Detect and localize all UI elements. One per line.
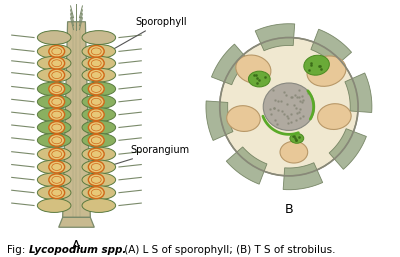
Polygon shape [311, 29, 352, 67]
Ellipse shape [49, 161, 65, 173]
Ellipse shape [82, 186, 116, 200]
Ellipse shape [82, 199, 116, 213]
Ellipse shape [280, 141, 308, 163]
Ellipse shape [82, 31, 116, 44]
Ellipse shape [49, 83, 65, 95]
Ellipse shape [37, 56, 71, 70]
Ellipse shape [37, 95, 71, 109]
Ellipse shape [88, 96, 104, 108]
Ellipse shape [49, 96, 65, 108]
Polygon shape [226, 147, 267, 184]
Ellipse shape [49, 45, 65, 57]
Text: Fig:: Fig: [7, 245, 29, 255]
Ellipse shape [82, 68, 116, 82]
Text: B: B [285, 203, 293, 216]
Text: A: A [72, 239, 81, 252]
FancyArrow shape [285, 95, 293, 107]
Ellipse shape [263, 83, 315, 130]
FancyArrow shape [289, 103, 301, 111]
Ellipse shape [37, 147, 71, 161]
Ellipse shape [49, 148, 65, 160]
Ellipse shape [37, 121, 71, 134]
Ellipse shape [49, 122, 65, 133]
Ellipse shape [37, 173, 71, 187]
Ellipse shape [82, 147, 116, 161]
Ellipse shape [82, 121, 116, 134]
Ellipse shape [88, 174, 104, 186]
Ellipse shape [227, 106, 260, 131]
Ellipse shape [37, 186, 71, 200]
Ellipse shape [37, 68, 71, 82]
Ellipse shape [88, 57, 104, 69]
Ellipse shape [49, 187, 65, 199]
Text: Sporophyll: Sporophyll [106, 17, 188, 53]
Ellipse shape [37, 199, 71, 213]
Ellipse shape [37, 160, 71, 174]
Ellipse shape [318, 104, 351, 130]
Polygon shape [283, 163, 323, 190]
Ellipse shape [88, 161, 104, 173]
Ellipse shape [82, 44, 116, 58]
Polygon shape [59, 217, 94, 227]
Ellipse shape [290, 133, 304, 143]
Ellipse shape [82, 173, 116, 187]
FancyArrow shape [277, 103, 289, 111]
Polygon shape [345, 73, 372, 113]
Polygon shape [63, 22, 90, 217]
Ellipse shape [88, 45, 104, 57]
Ellipse shape [88, 69, 104, 81]
Ellipse shape [49, 69, 65, 81]
FancyArrow shape [285, 107, 293, 118]
Ellipse shape [82, 56, 116, 70]
Ellipse shape [37, 44, 71, 58]
Circle shape [220, 38, 358, 176]
Ellipse shape [88, 83, 104, 95]
Text: (A) L S of sporophyll; (B) T S of strobilus.: (A) L S of sporophyll; (B) T S of strobi… [121, 245, 336, 255]
Ellipse shape [82, 95, 116, 109]
Ellipse shape [82, 160, 116, 174]
Text: Sporangium: Sporangium [99, 145, 190, 169]
Ellipse shape [49, 134, 65, 146]
Ellipse shape [49, 109, 65, 121]
Polygon shape [255, 24, 295, 51]
Ellipse shape [82, 108, 116, 122]
Ellipse shape [88, 109, 104, 121]
Polygon shape [329, 129, 366, 169]
Ellipse shape [82, 133, 116, 147]
Ellipse shape [236, 55, 271, 83]
Ellipse shape [88, 134, 104, 146]
Ellipse shape [88, 187, 104, 199]
Ellipse shape [88, 122, 104, 133]
Ellipse shape [37, 82, 71, 96]
Text: Lycopodium spp.: Lycopodium spp. [29, 245, 126, 255]
Ellipse shape [307, 56, 346, 86]
Ellipse shape [88, 148, 104, 160]
Ellipse shape [37, 108, 71, 122]
Ellipse shape [37, 31, 71, 44]
Ellipse shape [49, 174, 65, 186]
Ellipse shape [37, 133, 71, 147]
Polygon shape [206, 101, 233, 141]
Ellipse shape [49, 57, 65, 69]
Ellipse shape [82, 82, 116, 96]
Polygon shape [212, 44, 249, 85]
Ellipse shape [248, 71, 270, 87]
Ellipse shape [304, 55, 329, 75]
